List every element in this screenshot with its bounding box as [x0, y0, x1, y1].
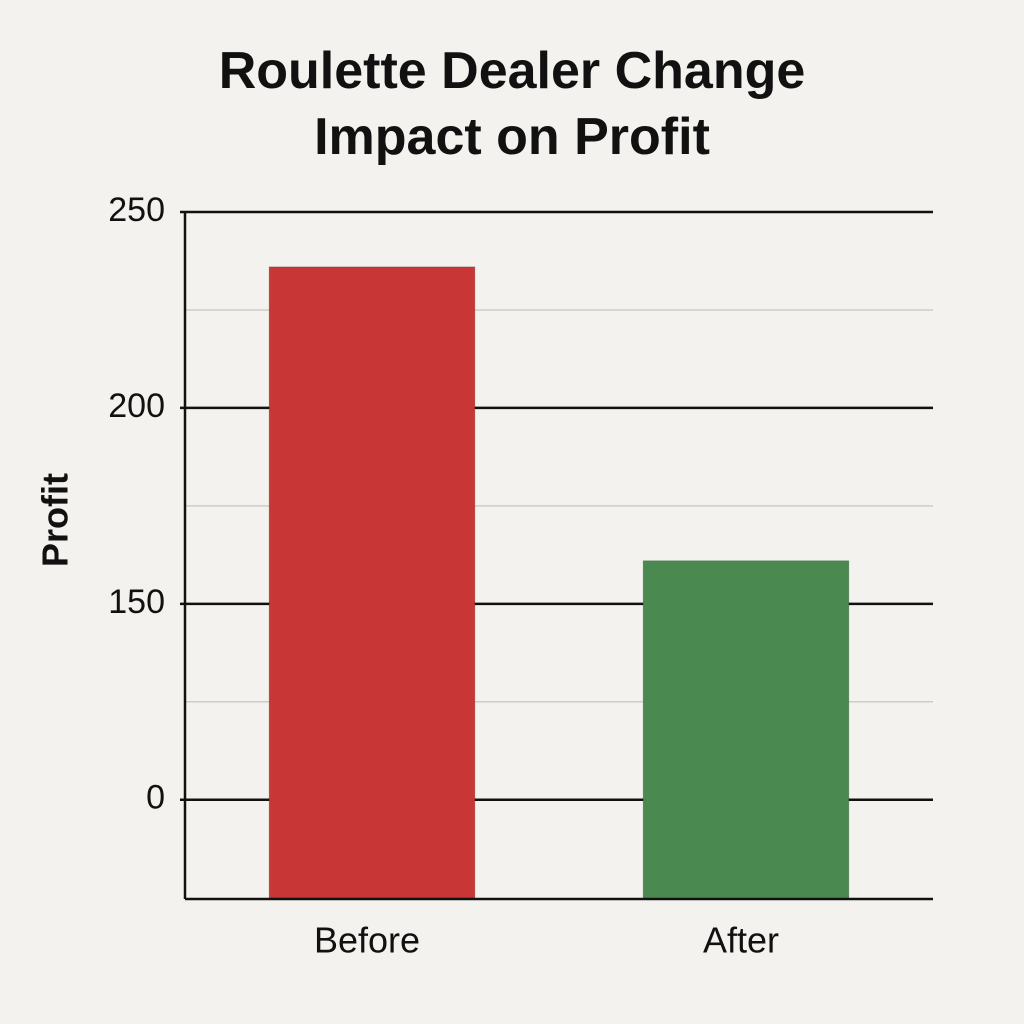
- y-tick-label: 200: [108, 387, 165, 425]
- y-tick-label: 150: [108, 583, 165, 621]
- y-tick-label: 250: [108, 191, 165, 229]
- x-tick-label: Before: [314, 920, 420, 961]
- x-tick-label: After: [703, 920, 779, 961]
- chart-title: Roulette Dealer Change Impact on Profit: [218, 42, 806, 166]
- bar: [642, 560, 850, 900]
- y-tick-label: 0: [146, 779, 165, 817]
- title-box: Roulette Dealer Change Impact on Profit: [0, 38, 1024, 170]
- bar: [268, 266, 476, 900]
- y-axis-label: Profit: [35, 473, 76, 567]
